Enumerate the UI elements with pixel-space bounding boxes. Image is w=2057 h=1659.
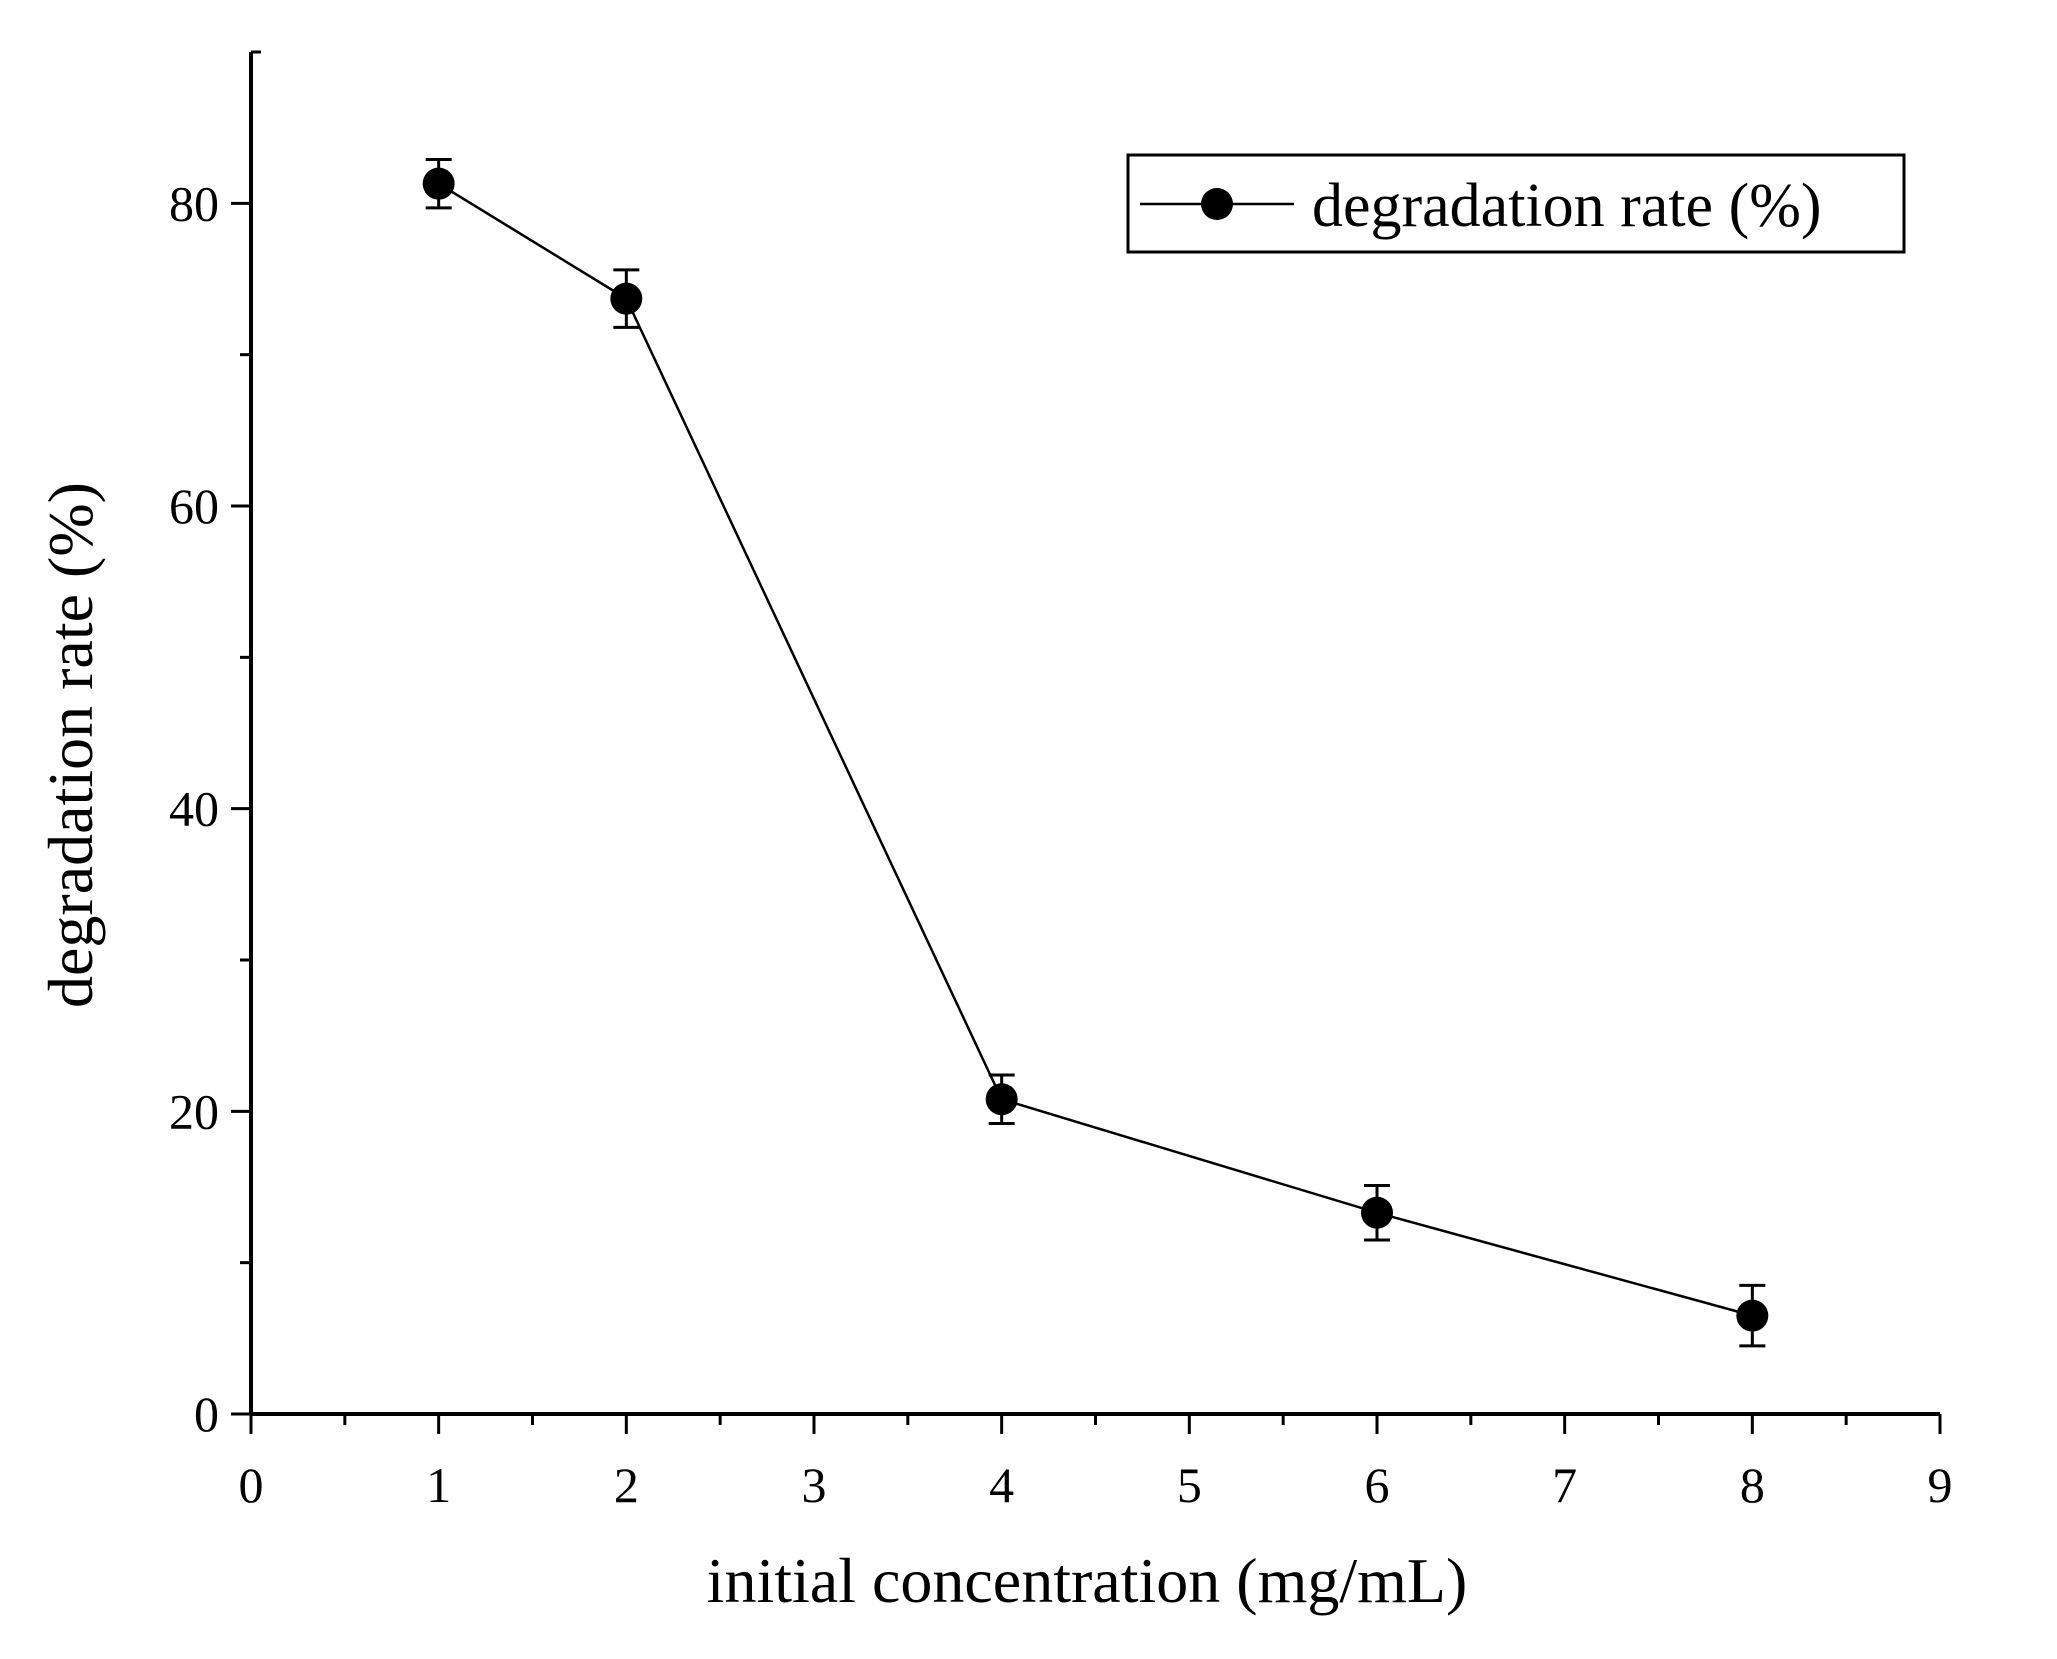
x-tick-label: 9	[1928, 1457, 1953, 1513]
x-tick-label: 6	[1365, 1457, 1390, 1513]
x-tick-label: 4	[989, 1457, 1014, 1513]
x-axis-title: initial concentration (mg/mL)	[707, 1545, 1468, 1616]
axes: 0 1 2 3 4 5 6 7 8 9 0 20 40 60 80	[169, 50, 1953, 1513]
data-point	[610, 282, 643, 315]
legend-label: degradation rate (%)	[1312, 172, 1822, 240]
y-tick-label: 60	[169, 478, 219, 534]
legend-marker	[1201, 188, 1233, 220]
series-line	[438, 182, 1753, 1317]
x-tick-label: 3	[802, 1457, 827, 1513]
series	[422, 157, 1769, 1348]
x-tick-label: 0	[239, 1457, 264, 1513]
y-tick-label: 0	[194, 1386, 219, 1442]
data-point	[422, 167, 455, 200]
y-tick-label: 40	[169, 781, 219, 837]
data-point	[985, 1083, 1018, 1116]
x-tick-label: 2	[614, 1457, 639, 1513]
y-tick-label: 20	[169, 1083, 219, 1139]
x-tick-label: 1	[426, 1457, 451, 1513]
x-tick-label: 5	[1177, 1457, 1202, 1513]
x-tick-label: 7	[1552, 1457, 1577, 1513]
legend: degradation rate (%)	[1126, 153, 1906, 254]
y-axis-title: degradation rate (%)	[35, 482, 106, 1008]
x-tick-label: 8	[1740, 1457, 1765, 1513]
data-point	[1736, 1299, 1769, 1332]
data-point	[1361, 1196, 1393, 1229]
y-tick-label: 80	[169, 175, 219, 231]
